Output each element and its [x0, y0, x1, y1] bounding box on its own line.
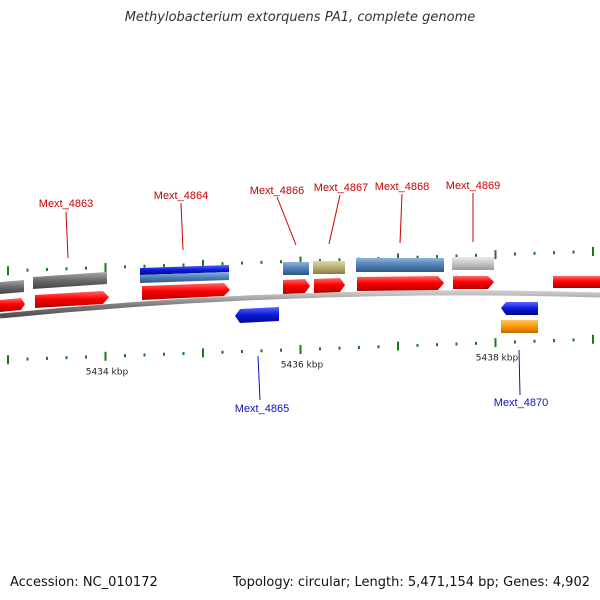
gene-feature-mext-4865[interactable] — [235, 307, 279, 323]
gene-feature-mext-4871[interactable] — [553, 276, 600, 288]
gene-label-mext-4868[interactable]: Mext_4868 — [375, 181, 429, 193]
gene-feature-mext-4864[interactable] — [140, 265, 230, 300]
gene-feature-mext-4870[interactable] — [501, 302, 538, 333]
gene-label-mext-4865[interactable]: Mext_4865 — [235, 403, 289, 415]
gene-feature-mext-4868[interactable] — [356, 258, 444, 291]
gene-feature-mext-4866[interactable] — [283, 262, 310, 294]
gene-labels: Mext_4863 Mext_4864 Mext_4866 Mext_4867 … — [39, 180, 548, 415]
scale-label: 5438 kbp — [476, 354, 519, 364]
scale-label: 5436 kbp — [281, 360, 324, 370]
genome-backbone — [0, 290, 600, 319]
gene-label-mext-4866[interactable]: Mext_4866 — [250, 185, 304, 197]
gene-label-mext-4864[interactable]: Mext_4864 — [154, 190, 208, 202]
gene-feature-mext-4869[interactable] — [452, 257, 494, 289]
gene-feature-mext-4867[interactable] — [313, 261, 345, 293]
genome-summary-text: Topology: circular; Length: 5,471,154 bp… — [232, 575, 590, 590]
map-title: Methylobacterium extorquens PA1, complet… — [124, 10, 476, 25]
gene-feature-mext-4863[interactable] — [33, 272, 109, 308]
label-connectors — [65, 193, 521, 401]
gene-label-mext-4869[interactable]: Mext_4869 — [446, 180, 500, 192]
gene-label-mext-4863[interactable]: Mext_4863 — [39, 198, 93, 210]
gene-label-mext-4870[interactable]: Mext_4870 — [494, 397, 548, 409]
gene-label-mext-4867[interactable]: Mext_4867 — [314, 182, 368, 194]
feature-track-forward — [0, 257, 600, 312]
accession-text: Accession: NC_010172 — [10, 575, 158, 590]
feature-track-reverse — [235, 302, 538, 333]
scale-label: 5434 kbp — [86, 367, 129, 377]
gene-feature-mext-4862[interactable] — [0, 280, 25, 312]
